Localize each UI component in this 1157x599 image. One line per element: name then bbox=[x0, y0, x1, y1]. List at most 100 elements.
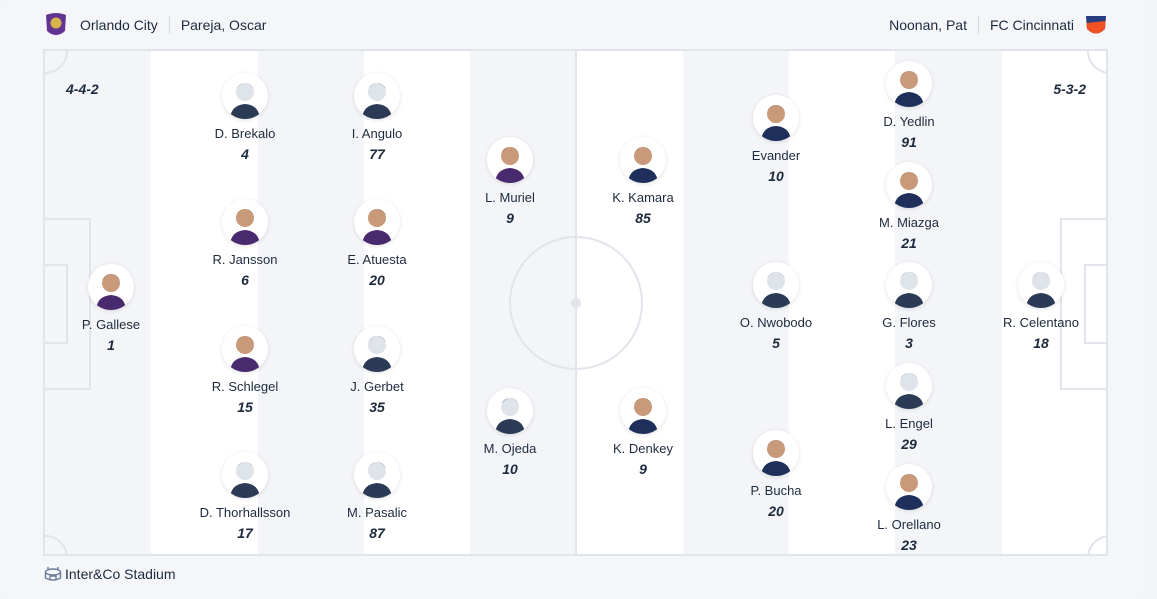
player-home[interactable]: R. Jansson 6 bbox=[175, 199, 315, 288]
player-number: 6 bbox=[241, 272, 249, 288]
player-home[interactable]: P. Gallese 1 bbox=[45, 264, 181, 353]
player-number: 91 bbox=[901, 134, 917, 150]
player-name: Evander bbox=[751, 148, 801, 163]
player-away[interactable]: M. Miazga 21 bbox=[839, 162, 979, 251]
player-number: 10 bbox=[502, 461, 518, 477]
player-avatar bbox=[354, 73, 400, 119]
player-number: 5 bbox=[772, 335, 780, 351]
player-avatar bbox=[753, 95, 799, 141]
player-avatar bbox=[88, 264, 134, 310]
player-number: 21 bbox=[901, 235, 917, 251]
player-number: 9 bbox=[506, 210, 514, 226]
player-name: R. Jansson bbox=[212, 252, 278, 267]
player-name: P. Gallese bbox=[81, 317, 141, 332]
player-avatar bbox=[886, 61, 932, 107]
player-name: G. Flores bbox=[882, 315, 936, 330]
divider bbox=[168, 16, 170, 34]
player-away[interactable]: Evander 10 bbox=[706, 95, 846, 184]
player-avatar bbox=[222, 326, 268, 372]
away-coach[interactable]: Noonan, Pat bbox=[889, 17, 967, 33]
stadium-icon bbox=[44, 567, 62, 581]
player-number: 20 bbox=[768, 503, 784, 519]
player-avatar bbox=[487, 137, 533, 183]
player-number: 17 bbox=[237, 525, 253, 541]
player-name: O. Nwobodo bbox=[739, 315, 813, 330]
player-avatar bbox=[222, 73, 268, 119]
player-name: M. Pasalic bbox=[347, 505, 407, 520]
player-name: L. Muriel bbox=[485, 190, 535, 205]
player-away[interactable]: L. Engel 29 bbox=[839, 363, 979, 452]
player-away[interactable]: D. Yedlin 91 bbox=[839, 61, 979, 150]
player-number: 10 bbox=[768, 168, 784, 184]
player-number: 35 bbox=[369, 399, 385, 415]
player-away[interactable]: O. Nwobodo 5 bbox=[706, 262, 846, 351]
player-avatar bbox=[354, 326, 400, 372]
player-number: 29 bbox=[901, 436, 917, 452]
player-away[interactable]: P. Bucha 20 bbox=[706, 430, 846, 519]
player-avatar bbox=[886, 162, 932, 208]
away-team-name[interactable]: FC Cincinnati bbox=[989, 17, 1074, 33]
divider bbox=[977, 16, 979, 34]
away-formation: 5-3-2 bbox=[1053, 81, 1086, 97]
player-home[interactable]: R. Schlegel 15 bbox=[175, 326, 315, 415]
player-avatar bbox=[753, 430, 799, 476]
fc-cincinnati-logo-icon bbox=[1086, 16, 1106, 34]
player-avatar bbox=[886, 262, 932, 308]
player-avatar bbox=[354, 199, 400, 245]
player-number: 87 bbox=[369, 525, 385, 541]
player-number: 15 bbox=[237, 399, 253, 415]
player-avatar bbox=[620, 137, 666, 183]
player-home[interactable]: J. Gerbet 35 bbox=[307, 326, 447, 415]
player-home[interactable]: L. Muriel 9 bbox=[440, 137, 580, 226]
player-away[interactable]: L. Orellano 23 bbox=[839, 464, 979, 553]
player-name: K. Denkey bbox=[613, 441, 673, 456]
player-home[interactable]: D. Brekalo 4 bbox=[175, 73, 315, 162]
player-name: D. Thorhallsson bbox=[199, 505, 291, 520]
player-home[interactable]: E. Atuesta 20 bbox=[307, 199, 447, 288]
player-name: J. Gerbet bbox=[350, 379, 404, 394]
player-home[interactable]: I. Angulo 77 bbox=[307, 73, 447, 162]
player-name: E. Atuesta bbox=[347, 252, 407, 267]
player-away[interactable]: R. Celentano 18 bbox=[971, 262, 1106, 351]
orlando-city-logo-icon bbox=[46, 13, 66, 35]
player-avatar bbox=[222, 199, 268, 245]
player-away[interactable]: K. Kamara 85 bbox=[573, 137, 713, 226]
player-avatar bbox=[753, 262, 799, 308]
player-name: K. Kamara bbox=[612, 190, 674, 205]
player-away[interactable]: K. Denkey 9 bbox=[573, 388, 713, 477]
player-home[interactable]: D. Thorhallsson 17 bbox=[175, 452, 315, 541]
player-number: 20 bbox=[369, 272, 385, 288]
home-team-name[interactable]: Orlando City bbox=[80, 17, 158, 33]
player-name: R. Celentano bbox=[1003, 315, 1079, 330]
player-number: 1 bbox=[107, 337, 115, 353]
player-avatar bbox=[354, 452, 400, 498]
player-avatar bbox=[1018, 262, 1064, 308]
player-number: 3 bbox=[905, 335, 913, 351]
home-coach[interactable]: Pareja, Oscar bbox=[180, 17, 267, 33]
player-name: M. Ojeda bbox=[483, 441, 537, 456]
pitch-markings bbox=[45, 51, 1106, 554]
player-name: D. Yedlin bbox=[883, 114, 935, 129]
player-name: D. Brekalo bbox=[214, 126, 276, 141]
player-name: R. Schlegel bbox=[211, 379, 279, 394]
player-number: 18 bbox=[1033, 335, 1049, 351]
pitch: 4-4-2 5-3-2 P. Gallese 1 D. Brekalo 4 R.… bbox=[43, 49, 1108, 556]
player-avatar bbox=[886, 464, 932, 510]
player-away[interactable]: G. Flores 3 bbox=[839, 262, 979, 351]
player-avatar bbox=[886, 363, 932, 409]
home-formation: 4-4-2 bbox=[66, 81, 99, 97]
pitch-stripe bbox=[257, 51, 364, 554]
venue: Inter&Co Stadium bbox=[44, 566, 176, 582]
away-header: Noonan, Pat FC Cincinnati bbox=[889, 12, 1108, 38]
player-number: 23 bbox=[901, 537, 917, 553]
pitch-stripe bbox=[470, 51, 577, 554]
player-avatar bbox=[487, 388, 533, 434]
player-home[interactable]: M. Ojeda 10 bbox=[440, 388, 580, 477]
player-number: 85 bbox=[635, 210, 651, 226]
player-avatar bbox=[222, 452, 268, 498]
player-avatar bbox=[620, 388, 666, 434]
player-name: I. Angulo bbox=[351, 126, 403, 141]
player-home[interactable]: M. Pasalic 87 bbox=[307, 452, 447, 541]
player-number: 9 bbox=[639, 461, 647, 477]
player-name: M. Miazga bbox=[879, 215, 939, 230]
